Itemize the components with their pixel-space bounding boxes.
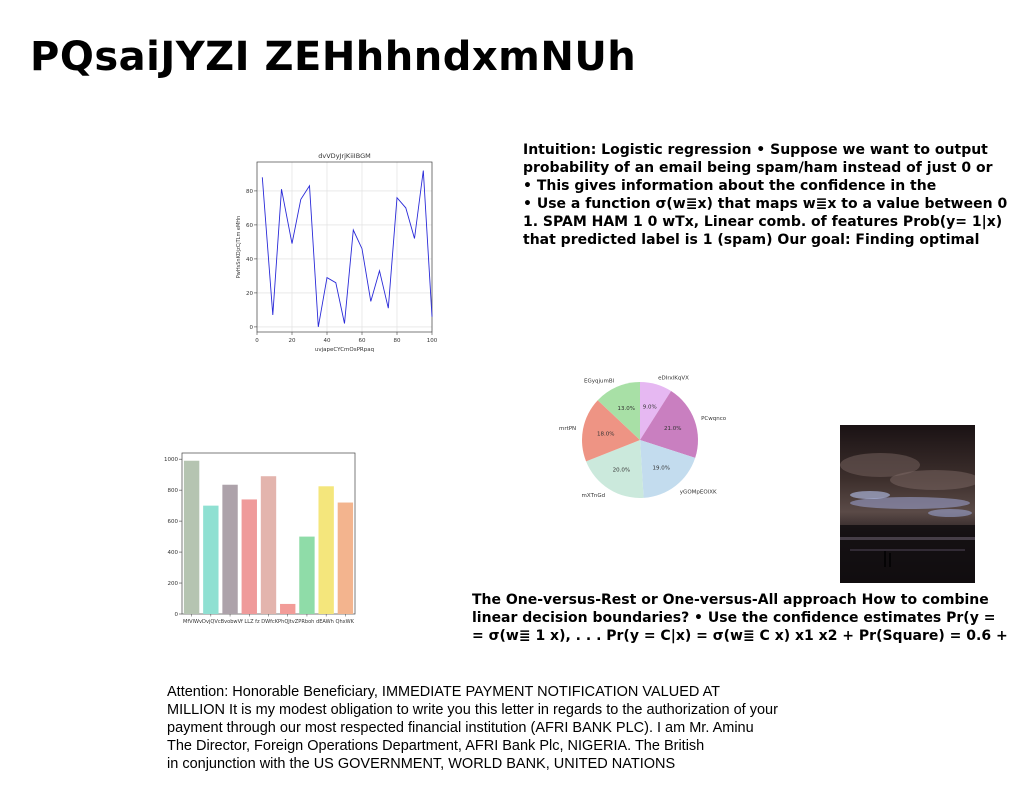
text-line: • This gives information about the confi… (523, 178, 937, 194)
slice-percent-label: 20.0% (613, 467, 630, 473)
x-tick-label: 80 (394, 338, 401, 344)
text-line: MILLION It is my modest obligation to wr… (167, 702, 778, 718)
x-tick-label: 100 (427, 338, 438, 344)
bar (183, 460, 200, 614)
bar (203, 505, 219, 614)
y-tick-label: 0 (250, 325, 254, 331)
y-tick-label: 20 (246, 291, 253, 297)
slide-title: PQsaiJYZI ZEHhhndxmNUh (30, 34, 637, 80)
y-tick-label: 40 (246, 257, 253, 263)
bar (260, 476, 277, 614)
pie-slice (640, 382, 672, 440)
bar (337, 502, 354, 614)
intuition-paragraph: Intuition: Logistic regression • Suppose… (523, 141, 1023, 249)
pie-slice (597, 382, 640, 440)
text-line: • Use a function σ(w≣x) that maps w≣x to… (523, 196, 1008, 212)
x-tick-labels: MfVlWvDvjQVcBvobwVf LLZ fz DWfcKPhQJtvZP… (183, 619, 355, 625)
pie-slice (586, 440, 644, 499)
text-line: = σ(w≣ 1 x), . . . Pr(y = C|x) = σ(w≣ C … (472, 628, 1008, 644)
y-tick-label: 600 (168, 519, 179, 525)
text-line: that predicted label is 1 (spam) Our goa… (523, 232, 980, 248)
chart-title: dvVDyJrjKiiIBGM (318, 152, 370, 160)
bar (241, 499, 257, 614)
slice-percent-label: 9.0% (643, 405, 657, 411)
y-tick-label: 0 (175, 612, 179, 618)
x-tick-label: 60 (359, 338, 366, 344)
x-tick-label: 40 (324, 338, 331, 344)
y-tick-label: 60 (246, 223, 253, 229)
x-tick-label: 0 (255, 338, 259, 344)
y-tick-label: 400 (168, 550, 179, 556)
text-line: Intuition: Logistic regression • Suppose… (523, 142, 988, 158)
y-tick-label: 200 (168, 581, 179, 587)
text-line: probability of an email being spam/ham i… (523, 160, 993, 176)
bar (222, 484, 238, 614)
series-line (261, 170, 433, 327)
text-line: linear decision boundaries? • Use the co… (472, 610, 996, 626)
slice-label: eDIrxlKqVX (658, 376, 689, 382)
slice-percent-label: 19.0% (653, 466, 670, 472)
text-line: The Director, Foreign Operations Departm… (167, 738, 705, 754)
bar-chart: 0 200 400 600 800 1000 MfVlWvDvjQVcBvobwVf LLZ… (164, 452, 356, 625)
y-axis-label: PwHsSnKDjzCjTLm eMHn (236, 216, 242, 278)
photo-icon (840, 425, 975, 583)
y-tick-label: 800 (168, 488, 179, 494)
text-line: payment through our most respected finan… (167, 720, 754, 736)
y-tick-label: 80 (246, 189, 253, 195)
slice-percent-label: 21.0% (664, 426, 681, 432)
bar (318, 486, 334, 614)
bar (299, 536, 315, 614)
slice-percent-label: 13.0% (617, 406, 634, 412)
text-line: in conjunction with the US GOVERNMENT, W… (167, 756, 676, 772)
pie-slice (640, 440, 696, 498)
pie-chart: 9.0% eDIrxlKqVX 21.0% PCwqnco 19.0% yGOMpEOlX… (559, 376, 727, 499)
slice-label: mXTnGd (582, 493, 606, 499)
x-tick-label: 20 (289, 338, 296, 344)
slice-percent-label: 18.0% (597, 432, 614, 438)
slice-label: EGyqjumBl (584, 378, 615, 384)
one-vs-rest-paragraph: The One-versus-Rest or One-versus-All ap… (472, 591, 1020, 645)
plot-frame (256, 161, 433, 333)
letter-paragraph: Attention: Honorable Beneficiary, IMMEDI… (167, 683, 778, 773)
text-line: 1. SPAM HAM 1 0 wTx, Linear comb. of fea… (523, 214, 1003, 230)
text-line: The One-versus-Rest or One-versus-All ap… (472, 592, 989, 608)
slice-label: mrtPN (559, 426, 576, 432)
text-line: Attention: Honorable Beneficiary, IMMEDI… (167, 684, 721, 700)
slice-label: yGOMpEOlXK (680, 489, 717, 495)
y-tick-label: 1000 (164, 457, 178, 463)
bar (280, 603, 296, 614)
x-axis-label: uvjapeCYCmOsPRpaq (315, 347, 374, 353)
line-chart: 0 20 40 60 80 100 0 20 40 60 80 dvVDyJrjKiiIBGM uvja… (236, 152, 438, 353)
pie-slice (640, 391, 698, 458)
pie-slice (581, 400, 640, 462)
slice-label: PCwqnco (701, 416, 727, 422)
